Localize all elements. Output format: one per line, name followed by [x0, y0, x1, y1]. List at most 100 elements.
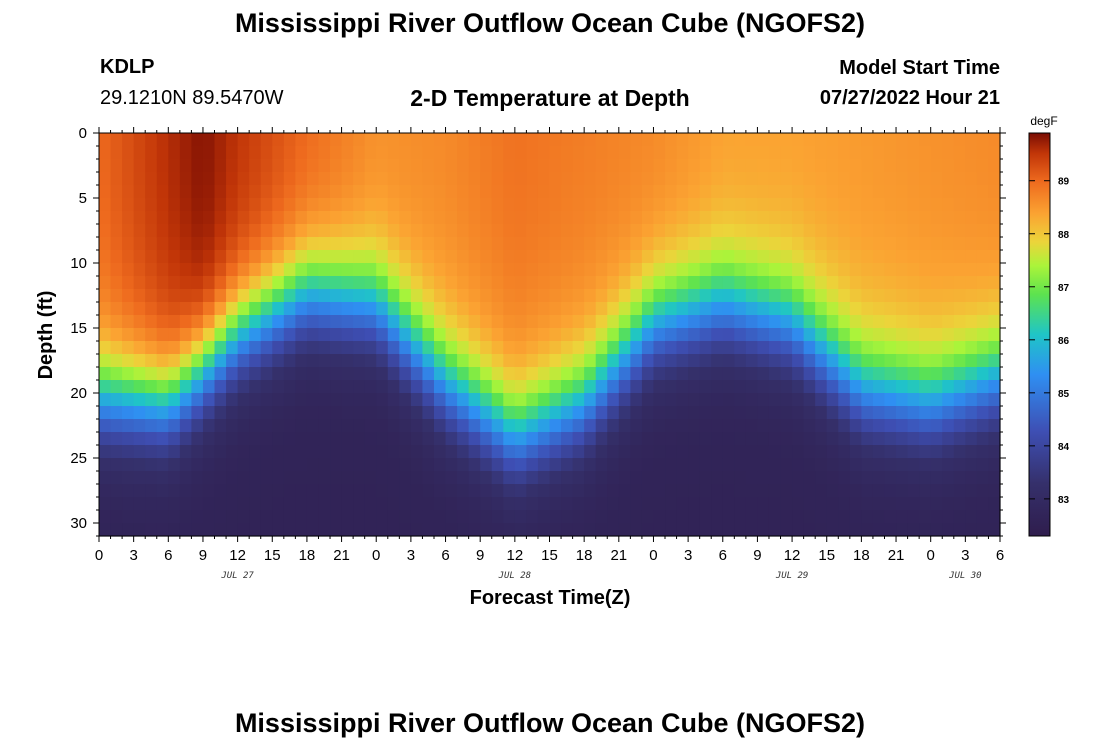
heatmap-cell	[122, 224, 135, 238]
heatmap-cell	[330, 510, 343, 524]
heatmap-cell	[699, 328, 712, 342]
heatmap-cell	[745, 133, 759, 147]
heatmap-cell	[214, 159, 227, 173]
heatmap-cell	[907, 237, 920, 251]
heatmap-cell	[919, 198, 932, 212]
heatmap-cell	[757, 315, 770, 329]
heatmap-cell	[815, 328, 828, 342]
heatmap-cell	[745, 146, 759, 160]
heatmap-cell	[584, 406, 597, 420]
heatmap-cell	[503, 263, 516, 277]
heatmap-cell	[896, 380, 909, 394]
heatmap-cell	[965, 419, 978, 433]
heatmap-cell	[976, 432, 990, 446]
heatmap-cell	[607, 445, 620, 459]
heatmap-cell	[884, 237, 897, 251]
heatmap-cell	[283, 419, 296, 433]
heatmap-cell	[295, 367, 308, 381]
heatmap-cell	[514, 458, 527, 472]
heatmap-cell	[618, 289, 631, 303]
heatmap-cell	[641, 406, 655, 420]
heatmap-cell	[341, 159, 354, 173]
heatmap-cell	[688, 198, 701, 212]
heatmap-cell	[572, 198, 585, 212]
heatmap-cell	[699, 458, 712, 472]
heatmap-cell	[561, 419, 574, 433]
heatmap-cell	[364, 406, 377, 420]
heatmap-cell	[179, 172, 193, 186]
heatmap-cell	[133, 159, 146, 173]
heatmap-cell	[122, 211, 135, 225]
heatmap-cell	[318, 484, 331, 498]
heatmap-cell	[191, 484, 204, 498]
heatmap-cell	[353, 328, 366, 342]
heatmap-cell	[745, 172, 759, 186]
heatmap-cell	[792, 276, 805, 290]
heatmap-cell	[433, 159, 447, 173]
heatmap-cell	[376, 523, 389, 537]
heatmap-cell	[99, 172, 112, 186]
heatmap-cell	[676, 471, 689, 485]
heatmap-cell	[330, 380, 343, 394]
heatmap-cell	[272, 263, 285, 277]
heatmap-cell	[976, 419, 990, 433]
heatmap-cell	[318, 497, 331, 511]
heatmap-cell	[665, 237, 678, 251]
heatmap-cell	[376, 380, 389, 394]
heatmap-cell	[618, 276, 631, 290]
heatmap-cell	[526, 367, 539, 381]
heatmap-cell	[618, 458, 631, 472]
heatmap-cell	[722, 185, 735, 199]
heatmap-cell	[168, 263, 181, 277]
heatmap-cell	[457, 276, 470, 290]
heatmap-cell	[549, 133, 562, 147]
heatmap-cell	[283, 432, 296, 446]
heatmap-cell	[399, 302, 412, 316]
heatmap-cell	[99, 471, 112, 485]
heatmap-cell	[179, 432, 193, 446]
heatmap-cell	[295, 302, 308, 316]
heatmap-cell	[988, 185, 1001, 199]
heatmap-cell	[768, 432, 782, 446]
heatmap-cell	[156, 276, 169, 290]
heatmap-cell	[306, 315, 320, 329]
heatmap-cell	[445, 237, 458, 251]
heatmap-cell	[722, 276, 735, 290]
heatmap-cell	[156, 302, 169, 316]
heatmap-cell	[676, 484, 689, 498]
x-tick-label: 3	[407, 547, 415, 564]
heatmap-cell	[341, 237, 354, 251]
heatmap-cell	[376, 198, 389, 212]
heatmap-cell	[722, 237, 735, 251]
heatmap-cell	[826, 302, 839, 316]
heatmap-cell	[387, 406, 400, 420]
x-tick-label: 12	[507, 547, 524, 564]
heatmap-cell	[907, 172, 920, 186]
heatmap-cell	[514, 393, 527, 407]
heatmap-cell	[572, 484, 585, 498]
heatmap-cell	[156, 198, 169, 212]
heatmap-cell	[849, 354, 862, 368]
heatmap-cell	[930, 523, 943, 537]
heatmap-cell	[491, 523, 504, 537]
heatmap-cell	[792, 523, 805, 537]
heatmap-cell	[815, 419, 828, 433]
heatmap-cell	[688, 185, 701, 199]
heatmap-cell	[283, 146, 296, 160]
heatmap-cell	[595, 289, 608, 303]
heatmap-cell	[965, 341, 978, 355]
heatmap-cell	[688, 276, 701, 290]
heatmap-cell	[884, 133, 897, 147]
heatmap-cell	[942, 263, 955, 277]
heatmap-cell	[953, 367, 966, 381]
heatmap-cell	[410, 419, 424, 433]
heatmap-cell	[607, 328, 620, 342]
heatmap-cell	[826, 185, 839, 199]
heatmap-cell	[514, 406, 527, 420]
heatmap-cell	[838, 380, 851, 394]
heatmap-cell	[480, 354, 493, 368]
heatmap-cell	[410, 445, 424, 459]
heatmap-cell	[110, 289, 123, 303]
heatmap-cell	[491, 510, 504, 524]
heatmap-cell	[480, 250, 493, 264]
